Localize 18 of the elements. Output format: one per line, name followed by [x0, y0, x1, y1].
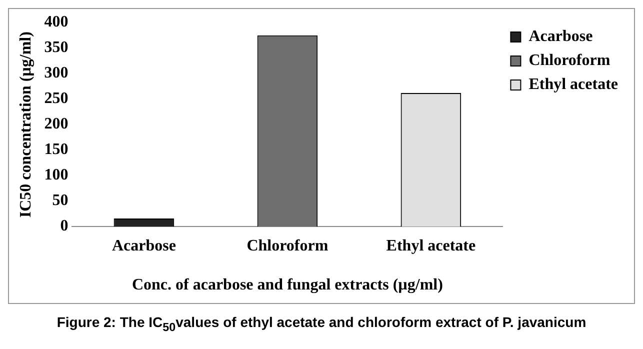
legend-label: Chloroform: [528, 52, 611, 70]
legend-label: Acarbose: [528, 28, 593, 46]
y-tick-label: 250: [44, 90, 68, 108]
y-tick-label: 50: [52, 192, 68, 210]
x-tick-label: Acarbose: [112, 237, 176, 254]
y-tick-label: 400: [44, 14, 68, 31]
y-tick-label: 0: [60, 218, 68, 235]
y-tick-label: 350: [44, 39, 68, 56]
x-tick-label: Chloroform: [246, 237, 329, 254]
caption: Figure 2: The IC$_{50}$values of ethyl acetate and chloroform extract of P. javanicum: [56, 314, 588, 334]
y-tick-label: 150: [44, 141, 68, 158]
y-axis-title: IC50 concentration (µg/ml): [18, 32, 35, 218]
y-tick-label: 200: [44, 116, 68, 133]
y-tick-label: 100: [44, 166, 68, 184]
x-tick-label: Ethyl acetate: [386, 237, 476, 254]
legend-label: Ethyl acetate: [528, 76, 618, 94]
x-axis-title: Conc. of acarbose and fungal extracts (µg/ml): [132, 276, 443, 294]
y-tick-label: 300: [44, 64, 68, 82]
